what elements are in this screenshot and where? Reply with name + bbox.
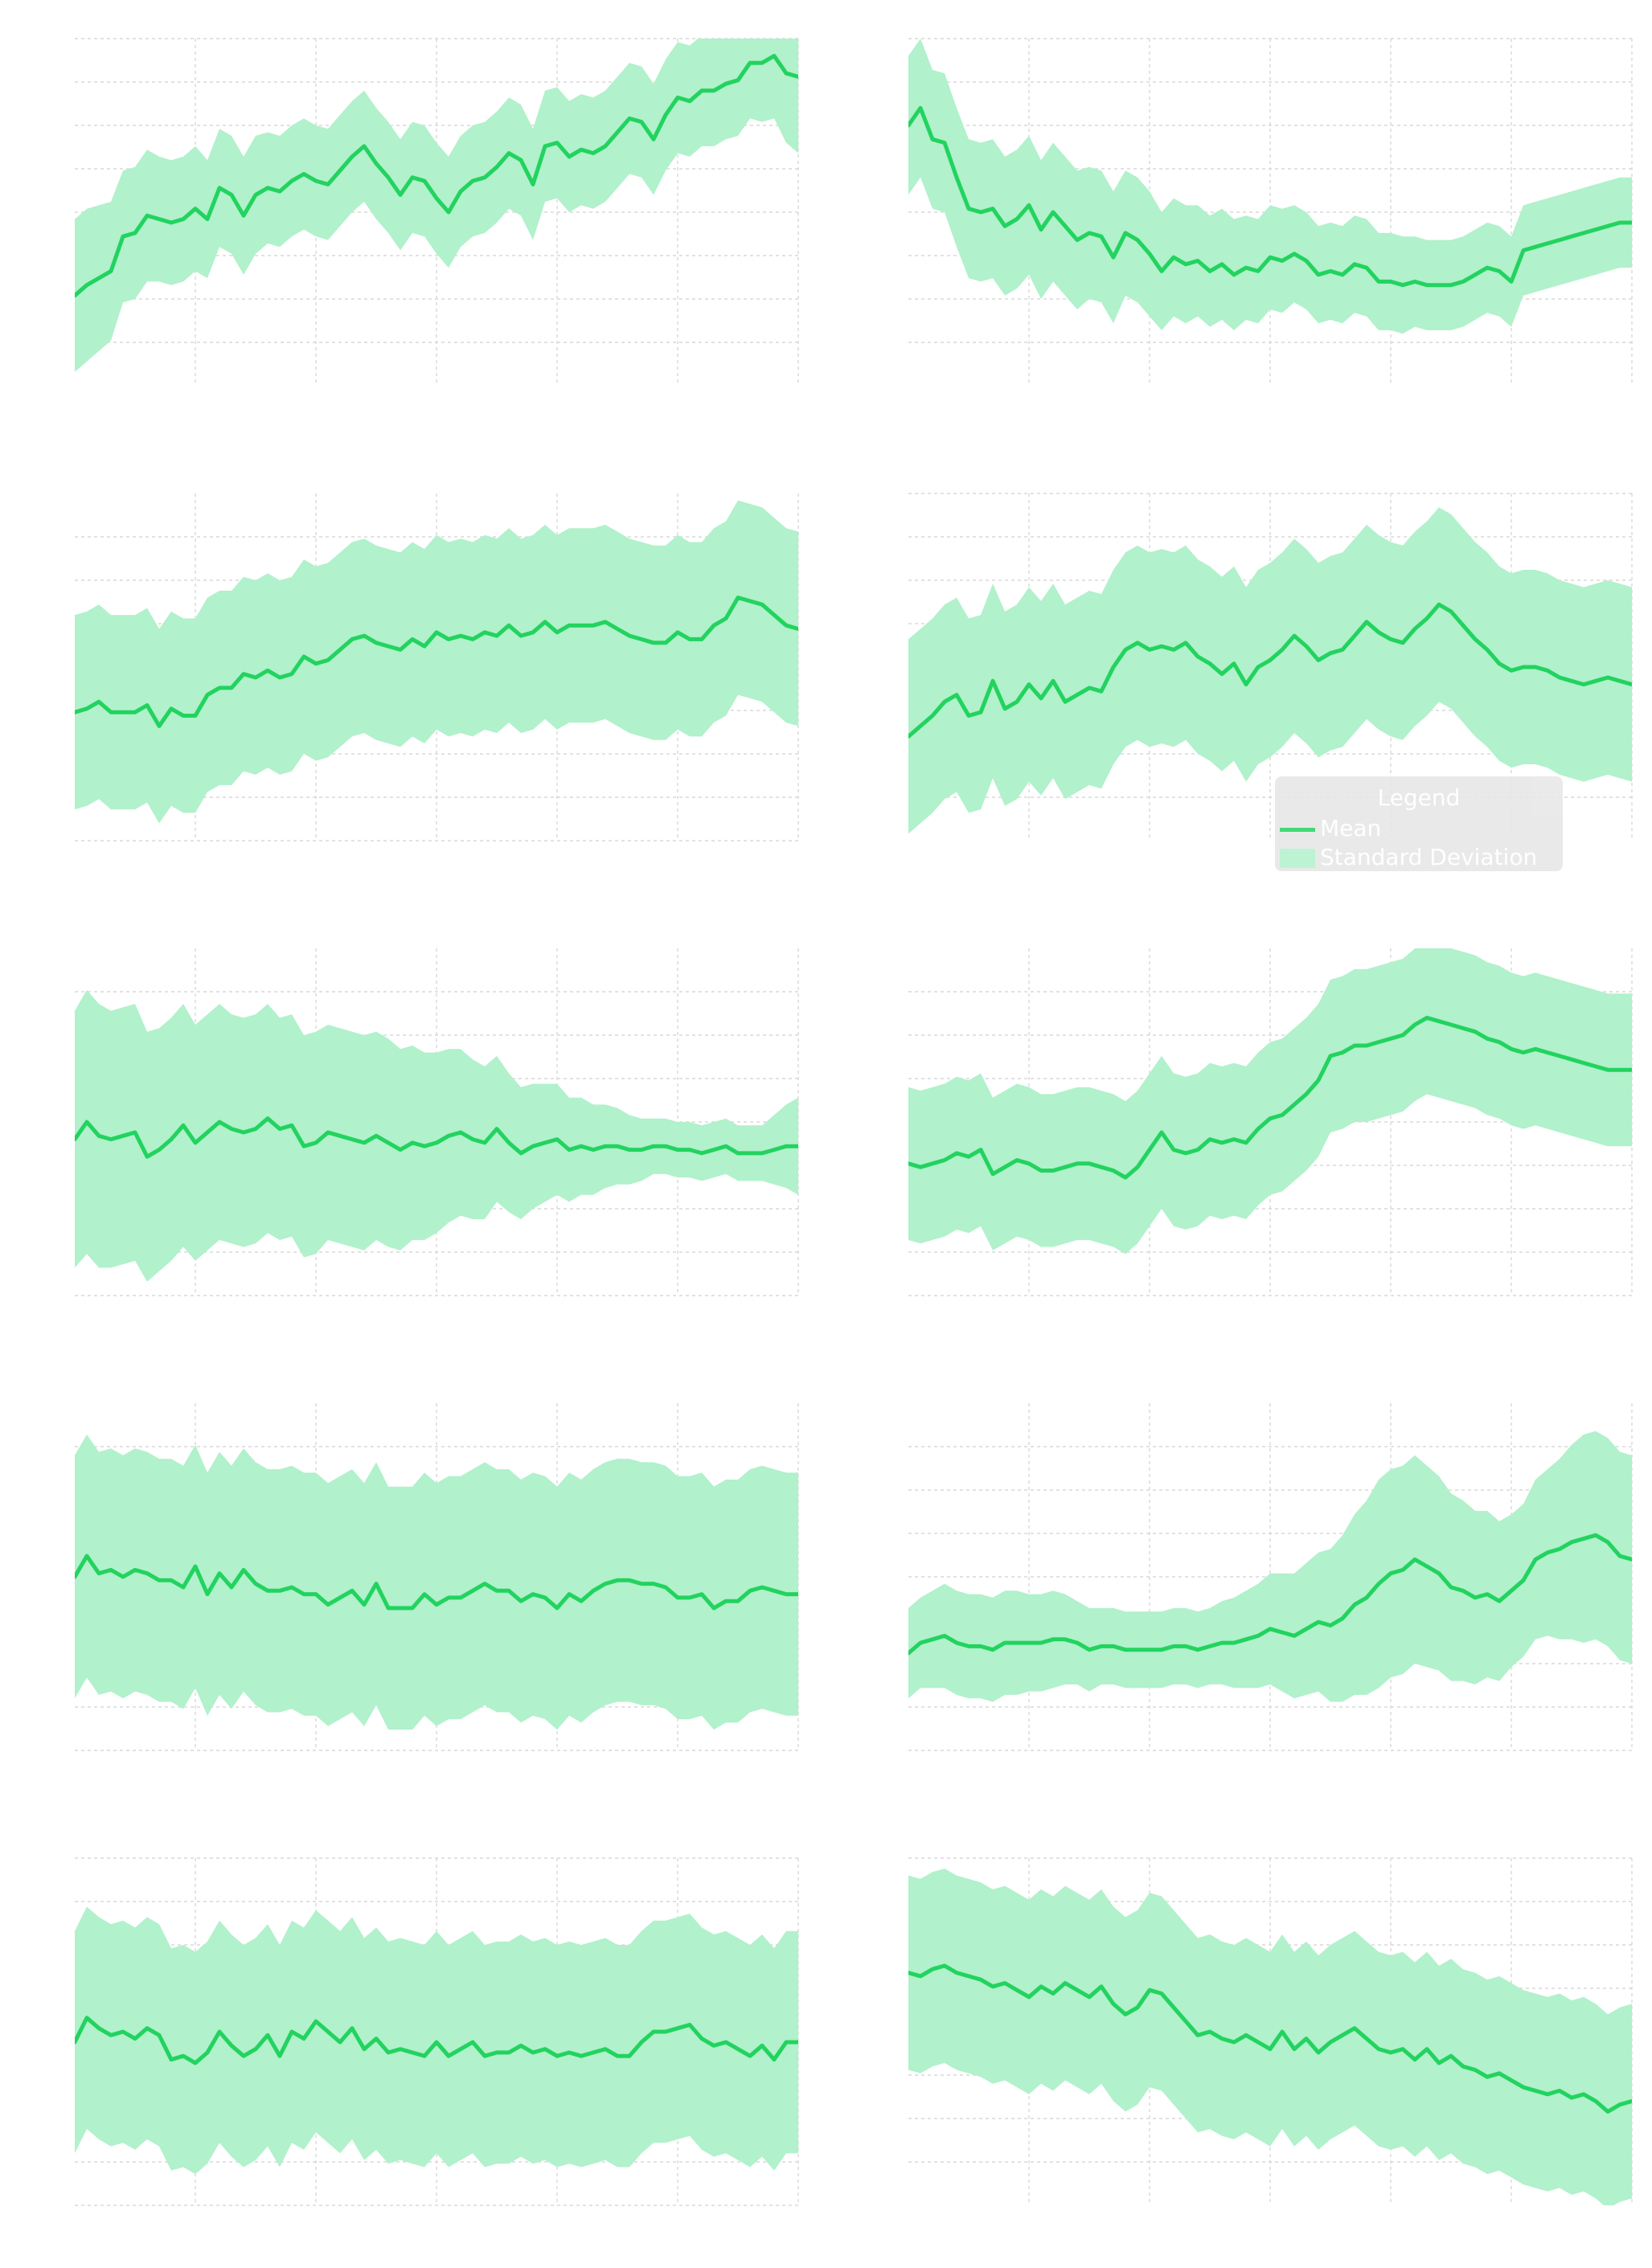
legend-entry-std: Standard Deviation xyxy=(1280,844,1537,871)
subplot-0 xyxy=(75,38,799,386)
legend-mean-label: Mean xyxy=(1320,815,1382,841)
legend-std-label: Standard Deviation xyxy=(1320,844,1538,870)
mean-line xyxy=(75,596,798,728)
subplot-6 xyxy=(75,1403,799,1751)
subplot-3 xyxy=(908,493,1633,841)
std-band xyxy=(75,39,798,372)
legend-mean-swatch xyxy=(1280,827,1315,832)
subplot-8 xyxy=(75,1857,799,2206)
subplot-1 xyxy=(908,38,1633,386)
mean-line xyxy=(908,602,1632,739)
subplot-7 xyxy=(908,1403,1633,1751)
std-band xyxy=(908,507,1632,834)
mean-line xyxy=(908,105,1632,288)
std-band xyxy=(908,1869,1632,2205)
mean-line xyxy=(908,1015,1632,1180)
mean-line xyxy=(75,1554,798,1611)
subplot-5 xyxy=(908,948,1633,1296)
subplot-2 xyxy=(75,493,799,841)
mean-line xyxy=(75,1116,798,1159)
legend-title: Legend xyxy=(1377,784,1461,811)
mean-line xyxy=(908,1533,1632,1656)
std-band xyxy=(908,39,1632,334)
mean-line xyxy=(75,2016,798,2065)
chart-legend: Legend Mean Standard Deviation xyxy=(1275,776,1563,871)
std-band xyxy=(75,989,798,1282)
subplot-9 xyxy=(908,1857,1633,2205)
mean-line xyxy=(908,1963,1632,2114)
std-band xyxy=(75,500,798,824)
legend-entry-mean: Mean xyxy=(1280,815,1381,842)
legend-std-swatch xyxy=(1280,849,1315,868)
mean-line xyxy=(75,54,798,298)
std-band xyxy=(908,1431,1632,1702)
std-band xyxy=(75,1434,798,1730)
subplot-4 xyxy=(75,948,799,1296)
